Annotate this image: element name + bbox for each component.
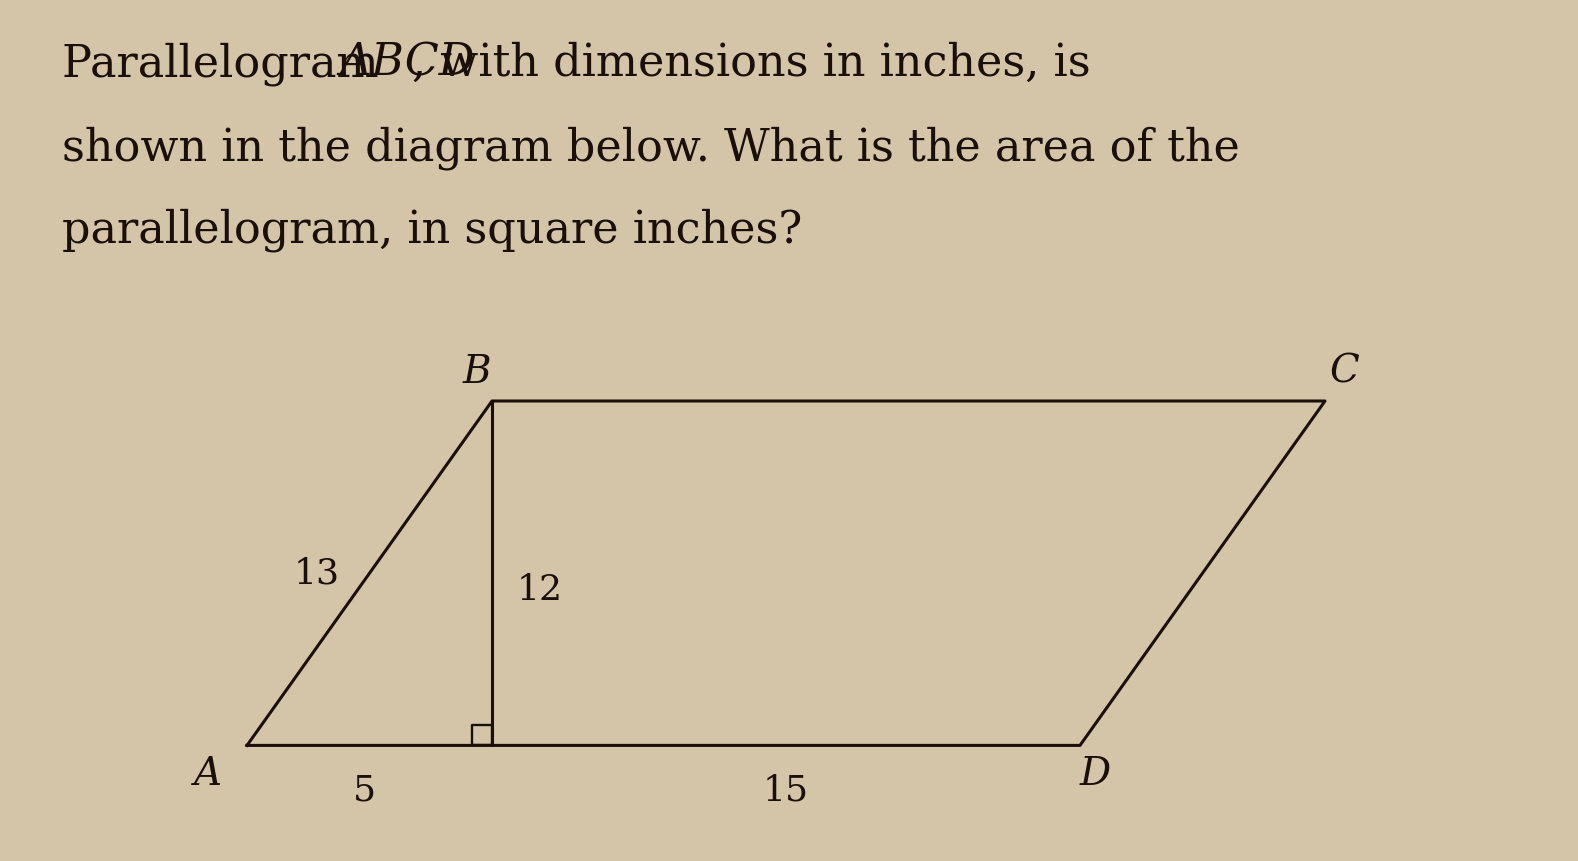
Text: B: B: [462, 354, 492, 391]
Text: Parallelogram: Parallelogram: [62, 42, 393, 85]
Text: D: D: [1079, 756, 1111, 793]
Text: A: A: [194, 756, 222, 793]
Text: shown in the diagram below. What is the area of the: shown in the diagram below. What is the …: [62, 127, 1240, 170]
Text: ABCD: ABCD: [339, 42, 475, 85]
Text: 12: 12: [516, 573, 562, 607]
Text: , with dimensions in inches, is: , with dimensions in inches, is: [412, 42, 1090, 85]
Text: 5: 5: [353, 773, 376, 808]
Text: 15: 15: [762, 773, 810, 808]
Text: 13: 13: [294, 556, 341, 590]
Text: parallelogram, in square inches?: parallelogram, in square inches?: [62, 209, 802, 252]
Text: C: C: [1330, 354, 1360, 391]
